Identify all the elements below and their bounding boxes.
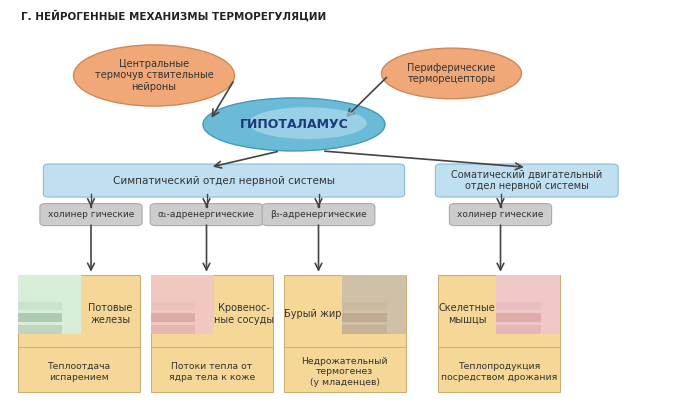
FancyBboxPatch shape bbox=[18, 302, 62, 310]
Ellipse shape bbox=[382, 48, 522, 99]
FancyBboxPatch shape bbox=[150, 275, 214, 334]
Text: Периферические
терморецепторы: Периферические терморецепторы bbox=[407, 63, 496, 84]
FancyBboxPatch shape bbox=[496, 313, 541, 322]
Text: Потовые
железы: Потовые железы bbox=[88, 303, 133, 325]
FancyBboxPatch shape bbox=[18, 313, 62, 322]
FancyBboxPatch shape bbox=[18, 325, 62, 334]
FancyBboxPatch shape bbox=[150, 204, 262, 226]
Text: Г. НЕЙРОГЕННЫЕ МЕХАНИЗМЫ ТЕРМОРЕГУЛЯЦИИ: Г. НЕЙРОГЕННЫЕ МЕХАНИЗМЫ ТЕРМОРЕГУЛЯЦИИ bbox=[21, 10, 326, 22]
Text: холинер гические: холинер гические bbox=[48, 210, 134, 219]
Text: β₃-адренергические: β₃-адренергические bbox=[270, 210, 367, 219]
FancyBboxPatch shape bbox=[342, 302, 387, 310]
Text: Центральные
термочув ствительные
нейроны: Центральные термочув ствительные нейроны bbox=[94, 59, 214, 92]
FancyBboxPatch shape bbox=[43, 164, 405, 197]
FancyBboxPatch shape bbox=[342, 313, 387, 322]
Text: Соматический двигательный
отдел нервной системы: Соматический двигательный отдел нервной … bbox=[451, 170, 603, 191]
FancyBboxPatch shape bbox=[342, 275, 406, 334]
Text: Потоки тепла от
ядра тела к коже: Потоки тепла от ядра тела к коже bbox=[169, 362, 255, 381]
Text: Скелетные
мышцы: Скелетные мышцы bbox=[438, 303, 496, 325]
FancyBboxPatch shape bbox=[150, 325, 195, 334]
FancyBboxPatch shape bbox=[150, 302, 195, 310]
FancyBboxPatch shape bbox=[496, 325, 541, 334]
Text: Теплопродукция
посредством дрожания: Теплопродукция посредством дрожания bbox=[440, 362, 557, 381]
FancyBboxPatch shape bbox=[150, 313, 195, 322]
Text: Бурый жир: Бурый жир bbox=[284, 309, 342, 319]
FancyBboxPatch shape bbox=[18, 275, 81, 334]
Text: α₁-адренергические: α₁-адренергические bbox=[158, 210, 255, 219]
Ellipse shape bbox=[248, 107, 367, 139]
Text: Кровенос-
ные сосуды: Кровенос- ные сосуды bbox=[214, 303, 274, 325]
FancyBboxPatch shape bbox=[150, 275, 273, 392]
Ellipse shape bbox=[203, 98, 385, 151]
FancyBboxPatch shape bbox=[18, 275, 140, 392]
FancyBboxPatch shape bbox=[496, 275, 560, 334]
FancyBboxPatch shape bbox=[284, 275, 406, 392]
Text: Недрожательный
термогенез
(у младенцев): Недрожательный термогенез (у младенцев) bbox=[302, 357, 388, 387]
Text: ГИПОТАЛАМУС: ГИПОТАЛАМУС bbox=[239, 118, 349, 131]
FancyBboxPatch shape bbox=[438, 275, 560, 392]
FancyBboxPatch shape bbox=[435, 164, 618, 197]
FancyBboxPatch shape bbox=[496, 302, 541, 310]
Ellipse shape bbox=[74, 45, 235, 106]
FancyBboxPatch shape bbox=[40, 204, 142, 226]
Text: Симпатический отдел нервной системы: Симпатический отдел нервной системы bbox=[113, 175, 335, 186]
Text: Теплоотдача
испарением: Теплоотдача испарением bbox=[47, 362, 111, 381]
Text: холинер гические: холинер гические bbox=[457, 210, 544, 219]
FancyBboxPatch shape bbox=[262, 204, 375, 226]
FancyBboxPatch shape bbox=[342, 325, 387, 334]
FancyBboxPatch shape bbox=[449, 204, 552, 226]
